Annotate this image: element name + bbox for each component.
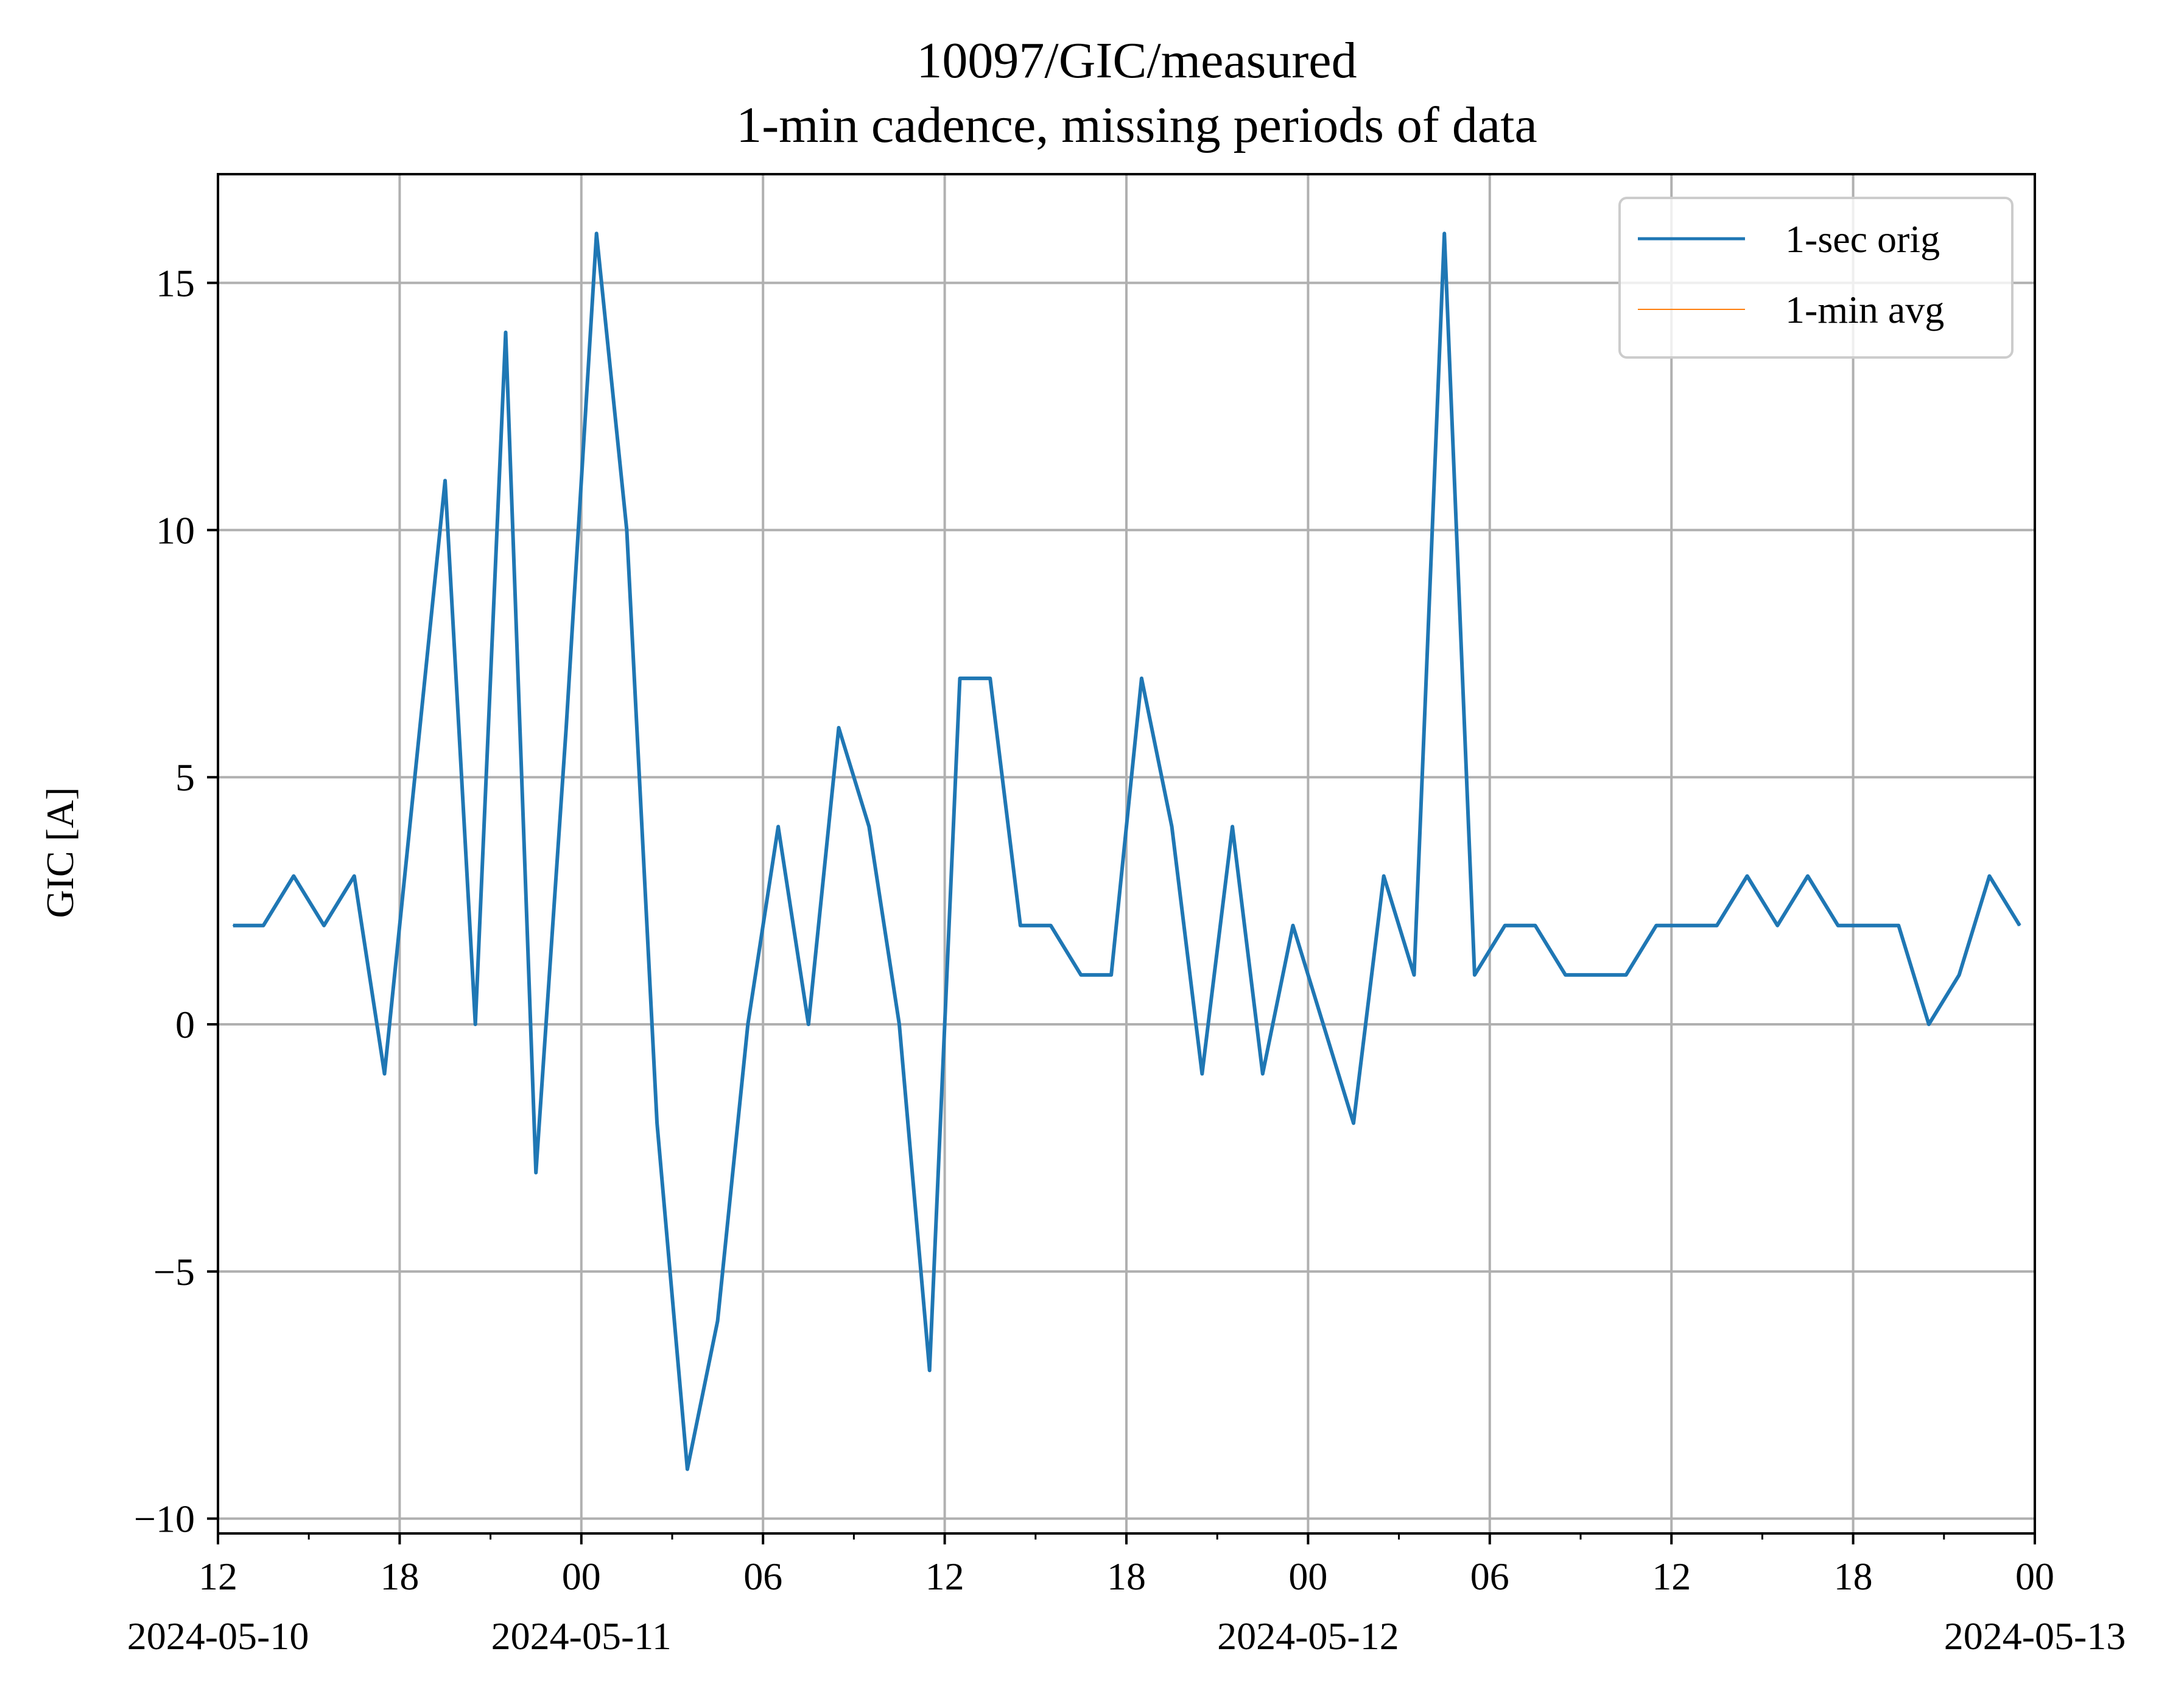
x-tick-label: 18: [380, 1555, 419, 1598]
data-point: [1232, 826, 1234, 828]
data-point: [778, 826, 779, 828]
x-tick-label: 18: [1107, 1555, 1146, 1598]
data-point: [444, 480, 446, 482]
data-point: [1656, 924, 1657, 926]
data-point: [293, 875, 295, 877]
y-tick-label: −5: [153, 1250, 195, 1294]
data-point: [656, 1122, 658, 1124]
y-tick-label: 0: [175, 1003, 195, 1046]
data-point: [1777, 924, 1778, 926]
data-point: [626, 529, 628, 531]
data-point: [1050, 924, 1052, 926]
x-tick-label: 06: [1470, 1555, 1509, 1598]
data-point: [747, 1024, 749, 1025]
data-point: [1867, 924, 1869, 926]
data-point: [1413, 974, 1415, 976]
legend-label-avg: 1-min avg: [1785, 288, 1944, 331]
data-point: [2019, 924, 2021, 926]
data-point: [1140, 677, 1142, 679]
data-point: [1595, 974, 1596, 976]
data-point: [1958, 974, 1960, 976]
x-tick-date-label: 2024-05-12: [1217, 1614, 1399, 1658]
data-point: [1565, 974, 1567, 976]
data-point: [1171, 826, 1173, 828]
data-point: [565, 727, 567, 728]
data-point: [414, 776, 416, 778]
data-point: [1383, 875, 1385, 877]
data-point: [1292, 924, 1294, 926]
data-point: [1262, 1073, 1263, 1075]
y-tick-label: 15: [156, 262, 195, 305]
data-point: [1716, 924, 1718, 926]
x-tick-label: 12: [1652, 1555, 1691, 1598]
data-point: [595, 233, 597, 234]
x-tick-label: 00: [2015, 1555, 2054, 1598]
data-point: [1686, 924, 1688, 926]
plot-series: [232, 231, 2021, 1471]
y-axis: −10 −5 0 5 10 15: [134, 262, 218, 1541]
data-point: [1111, 974, 1112, 976]
x-tick-label: 06: [743, 1555, 782, 1598]
data-point: [1928, 1024, 1929, 1025]
data-point: [1625, 974, 1627, 976]
data-point: [1837, 924, 1839, 926]
data-point: [1353, 1122, 1354, 1124]
series-line: [233, 231, 2021, 1471]
data-point: [838, 727, 840, 728]
data-point: [686, 1468, 688, 1470]
x-tick-label: 12: [198, 1555, 237, 1598]
y-axis-label: GIC [A]: [38, 787, 82, 918]
y-tick-label: 5: [175, 756, 195, 799]
x-tick-label: 12: [925, 1555, 964, 1598]
data-point: [1322, 1024, 1324, 1025]
data-point: [1898, 924, 1900, 926]
data-point: [535, 1172, 537, 1174]
data-point: [1534, 924, 1536, 926]
chart-subtitle: 1-min cadence, missing periods of data: [736, 97, 1537, 153]
data-point: [807, 1024, 809, 1025]
data-point: [353, 875, 355, 877]
y-tick-label: −10: [134, 1498, 195, 1541]
x-tick-date-label: 2024-05-11: [491, 1614, 672, 1658]
legend-label-orig: 1-sec orig: [1785, 217, 1940, 261]
data-point: [1473, 974, 1475, 976]
x-tick-label: 18: [1834, 1555, 1873, 1598]
data-point: [1807, 875, 1808, 877]
data-point: [1989, 875, 1990, 877]
y-tick-label: 10: [156, 509, 195, 552]
data-point: [1746, 875, 1748, 877]
x-tick-label: 00: [1288, 1555, 1327, 1598]
data-point: [262, 924, 264, 926]
data-point: [232, 924, 234, 926]
data-point: [1019, 924, 1021, 926]
data-point: [959, 677, 961, 679]
data-point: [384, 1073, 385, 1075]
data-point: [1444, 233, 1445, 234]
data-point: [899, 1024, 900, 1025]
data-point: [323, 924, 325, 926]
data-point: [1201, 1073, 1203, 1075]
legend: 1-sec orig 1-min avg: [1618, 197, 2014, 359]
data-point: [717, 1320, 718, 1322]
chart-title: 10097/GIC/measured: [916, 32, 1357, 89]
x-tick-date-label: 2024-05-13: [1944, 1614, 2126, 1658]
x-axis: 12 2024-05-10 18 00 2024-05-11 06 12 18 00 2024-0…: [127, 1533, 2126, 1658]
x-tick-date-label: 2024-05-10: [127, 1614, 309, 1658]
data-point: [505, 331, 507, 333]
data-point: [1504, 924, 1506, 926]
x-tick-label: 00: [562, 1555, 601, 1598]
data-point: [474, 1024, 476, 1025]
data-point: [929, 1370, 930, 1371]
data-point: [868, 826, 870, 828]
data-point: [989, 677, 991, 679]
data-point: [1080, 974, 1082, 976]
